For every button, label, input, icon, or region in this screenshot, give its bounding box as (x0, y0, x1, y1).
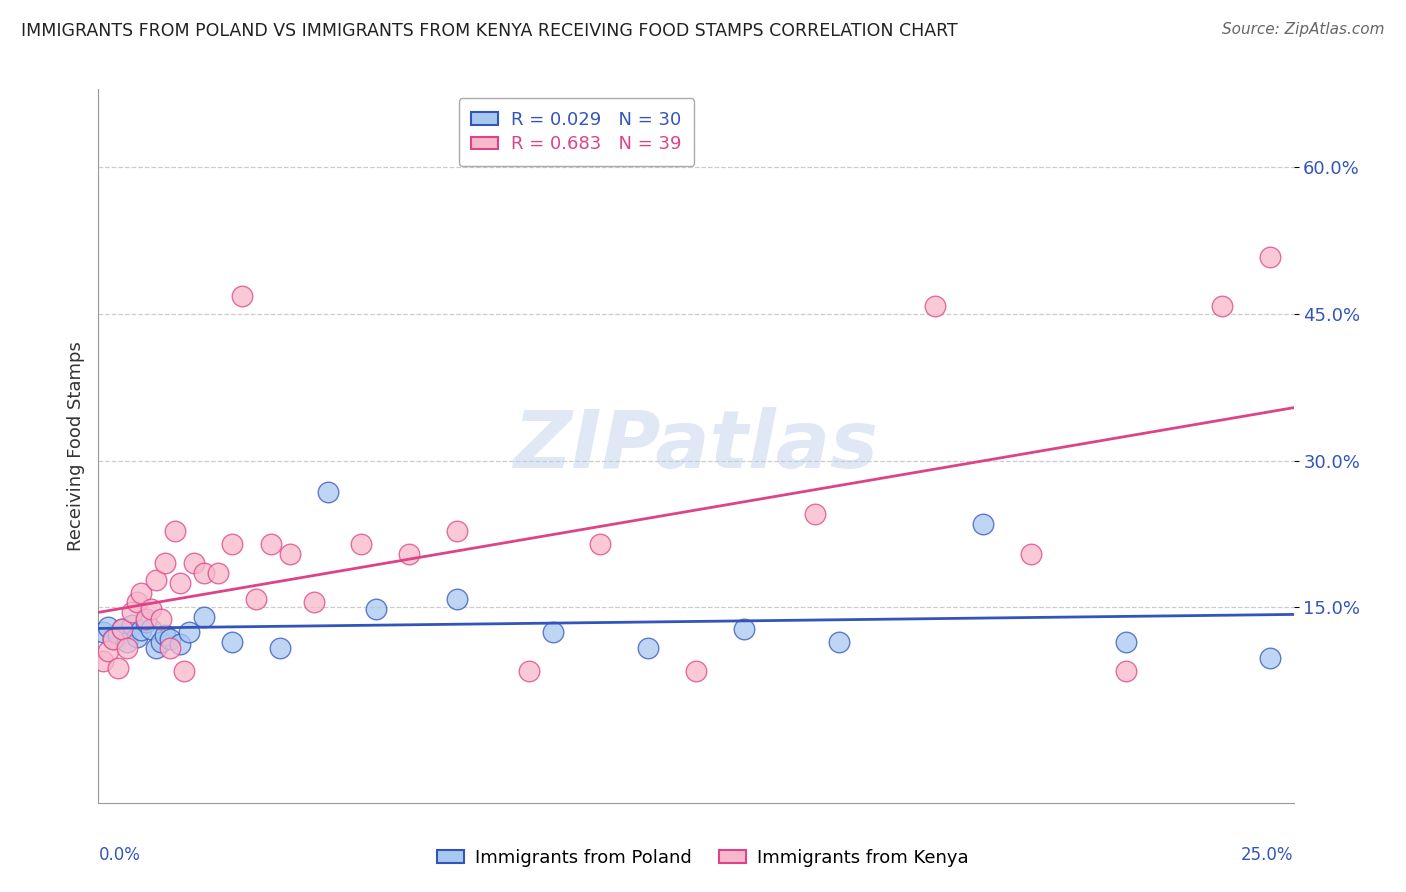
Point (350, 537, 373, 551)
Y-axis label: Receiving Food Stamps: Receiving Food Stamps (66, 341, 84, 551)
Point (1258, 651, 1281, 665)
Point (97, 620, 120, 634)
Point (221, 634, 243, 648)
Point (101, 632, 124, 646)
Point (1211, 299, 1233, 313)
Point (111, 622, 134, 636)
Point (259, 537, 281, 551)
Point (269, 641, 291, 656)
Point (97, 644, 120, 658)
Point (135, 612, 157, 626)
Point (972, 517, 994, 532)
Point (125, 630, 148, 644)
Point (169, 637, 191, 651)
Point (828, 634, 851, 648)
Point (316, 485, 339, 500)
Point (924, 299, 946, 313)
Point (278, 547, 301, 561)
Point (193, 566, 215, 580)
Point (364, 602, 387, 616)
Point (589, 537, 612, 551)
Point (245, 592, 267, 607)
Text: 0.0%: 0.0% (98, 846, 141, 863)
Point (231, 289, 253, 303)
Point (91, 654, 114, 668)
Point (517, 664, 540, 678)
Point (159, 641, 181, 656)
Point (446, 524, 468, 538)
Point (149, 634, 172, 648)
Point (149, 612, 172, 626)
Point (302, 595, 325, 609)
Point (804, 508, 827, 522)
Point (111, 622, 134, 636)
Point (1019, 547, 1042, 561)
Point (101, 632, 124, 646)
Point (115, 634, 138, 648)
Point (173, 664, 195, 678)
Point (207, 566, 229, 580)
Text: 25.0%: 25.0% (1241, 846, 1294, 863)
Point (107, 661, 129, 675)
Point (131, 585, 153, 599)
Point (91, 624, 114, 639)
Point (637, 641, 659, 656)
Point (1115, 634, 1137, 648)
Point (398, 547, 420, 561)
Point (179, 624, 201, 639)
Point (169, 575, 191, 590)
Point (733, 622, 755, 636)
Point (139, 622, 162, 636)
Point (685, 664, 707, 678)
Point (125, 595, 148, 609)
Point (163, 524, 186, 538)
Point (155, 557, 177, 571)
Point (135, 615, 157, 629)
Point (107, 628, 129, 642)
Point (155, 628, 177, 642)
Point (541, 624, 564, 639)
Point (159, 632, 181, 646)
Text: IMMIGRANTS FROM POLAND VS IMMIGRANTS FROM KENYA RECEIVING FOOD STAMPS CORRELATIO: IMMIGRANTS FROM POLAND VS IMMIGRANTS FRO… (21, 22, 957, 40)
Legend: R = 0.029   N = 30, R = 0.683   N = 39: R = 0.029 N = 30, R = 0.683 N = 39 (458, 98, 695, 166)
Legend: Immigrants from Poland, Immigrants from Kenya: Immigrants from Poland, Immigrants from … (430, 842, 976, 874)
Point (115, 641, 138, 656)
Point (145, 573, 167, 587)
Point (139, 602, 162, 616)
Text: ZIPatlas: ZIPatlas (513, 407, 879, 485)
Point (446, 592, 468, 607)
Point (1115, 664, 1137, 678)
Point (221, 537, 243, 551)
Point (183, 557, 205, 571)
Text: Source: ZipAtlas.com: Source: ZipAtlas.com (1222, 22, 1385, 37)
Point (193, 610, 215, 624)
Point (1258, 250, 1281, 264)
Point (121, 618, 143, 632)
Point (145, 641, 167, 656)
Point (121, 605, 143, 619)
Point (131, 623, 153, 637)
